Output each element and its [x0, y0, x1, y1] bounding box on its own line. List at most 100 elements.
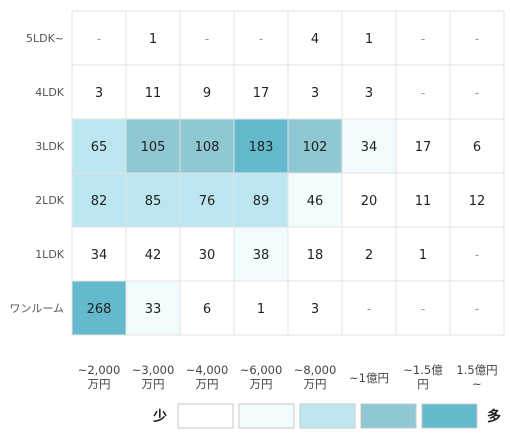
heatmap-cell	[288, 281, 342, 335]
cell-empty-mark: -	[475, 248, 479, 262]
heatmap-cell	[234, 227, 288, 281]
heatmap-cell	[72, 281, 126, 335]
cell-value: 17	[253, 86, 270, 101]
row-label: 4LDK	[35, 86, 65, 99]
heatmap-cell	[126, 281, 180, 335]
heatmap-cell	[126, 173, 180, 227]
heatmap-cell	[288, 173, 342, 227]
legend-low-label: 少	[152, 408, 167, 425]
column-label: ~1億円	[349, 371, 389, 385]
cell-value: 11	[415, 194, 432, 209]
cell-value: 108	[195, 140, 220, 155]
row-label: 2LDK	[35, 194, 65, 207]
cell-value: 268	[87, 302, 112, 317]
cell-value: 102	[303, 140, 328, 155]
heatmap-cell	[126, 119, 180, 173]
heatmap-cell	[234, 119, 288, 173]
cell-value: 4	[311, 32, 319, 47]
heatmap-cell	[450, 173, 504, 227]
legend-swatch	[177, 403, 234, 429]
row-label: 3LDK	[35, 140, 65, 153]
cell-value: 105	[141, 140, 166, 155]
cell-value: 6	[203, 302, 211, 317]
column-label: ~6,000 万円	[240, 363, 283, 391]
heatmap-cell	[234, 281, 288, 335]
column-label: ~2,000 万円	[78, 363, 121, 391]
cell-empty-mark: -	[205, 32, 209, 46]
heatmap-cell	[234, 11, 288, 65]
cell-value: 85	[145, 194, 162, 209]
heatmap-cell	[342, 281, 396, 335]
row-label: 5LDK~	[26, 32, 64, 45]
heatmap-cell	[342, 119, 396, 173]
heatmap-cell	[288, 11, 342, 65]
cell-empty-mark: -	[475, 86, 479, 100]
heatmap-cell	[288, 119, 342, 173]
legend-swatch	[299, 403, 356, 429]
column-label: ~3,000 万円	[132, 363, 175, 391]
legend-high-label: 多	[487, 408, 501, 425]
heatmap-cell	[396, 119, 450, 173]
heatmap-cell	[342, 11, 396, 65]
cell-value: 3	[365, 86, 373, 101]
column-label: ~8,000 万円	[294, 363, 337, 391]
cell-value: 6	[473, 140, 481, 155]
heatmap-cell	[72, 119, 126, 173]
heatmap-cell	[72, 173, 126, 227]
column-label: ~4,000 万円	[186, 363, 229, 391]
cell-value: 1	[365, 32, 373, 47]
cell-value: 42	[145, 248, 162, 263]
cell-value: 9	[203, 86, 211, 101]
heatmap-cell	[180, 119, 234, 173]
legend-swatch	[421, 403, 478, 429]
legend-swatch	[238, 403, 295, 429]
cell-value: 34	[91, 248, 108, 263]
heatmap-cell	[342, 227, 396, 281]
heatmap-cell	[126, 227, 180, 281]
cell-value: 11	[145, 86, 162, 101]
cell-value: 30	[199, 248, 216, 263]
cell-empty-mark: -	[421, 32, 425, 46]
column-label: 1.5億円~	[456, 363, 497, 391]
cell-value: 3	[95, 86, 103, 101]
cell-value: 12	[469, 194, 486, 209]
cell-value: 17	[415, 140, 432, 155]
cell-value: 46	[307, 194, 324, 209]
heatmap-cell	[450, 227, 504, 281]
heatmap-cell	[234, 173, 288, 227]
heatmap-cell	[396, 11, 450, 65]
cell-value: 20	[361, 194, 378, 209]
heatmap-cell	[180, 11, 234, 65]
heatmap-cell	[180, 173, 234, 227]
cell-value: 65	[91, 140, 108, 155]
cell-value: 1	[257, 302, 265, 317]
cell-value: 82	[91, 194, 108, 209]
cell-value: 3	[311, 302, 319, 317]
cell-empty-mark: -	[367, 302, 371, 316]
heatmap-cell	[342, 173, 396, 227]
heatmap-cell	[180, 227, 234, 281]
heatmap-cell	[234, 65, 288, 119]
heatmap-cell	[450, 11, 504, 65]
cell-value: 1	[149, 32, 157, 47]
cell-value: 89	[253, 194, 270, 209]
legend-swatch	[360, 403, 417, 429]
heatmap-cell	[396, 227, 450, 281]
cell-value: 34	[361, 140, 378, 155]
heatmap-cell	[450, 281, 504, 335]
cell-empty-mark: -	[259, 32, 263, 46]
cell-value: 3	[311, 86, 319, 101]
heatmap-cell	[342, 65, 396, 119]
heatmap-cell	[180, 281, 234, 335]
row-label: 1LDK	[35, 248, 65, 261]
cell-value: 18	[307, 248, 324, 263]
heatmap-cell	[450, 119, 504, 173]
heatmap-cell	[72, 11, 126, 65]
row-label: ワンルーム	[9, 302, 64, 315]
cell-empty-mark: -	[475, 32, 479, 46]
heatmap-cell	[72, 65, 126, 119]
heatmap-cell	[126, 65, 180, 119]
heatmap-cell	[396, 173, 450, 227]
cell-value: 76	[199, 194, 216, 209]
cell-value: 1	[419, 248, 427, 263]
